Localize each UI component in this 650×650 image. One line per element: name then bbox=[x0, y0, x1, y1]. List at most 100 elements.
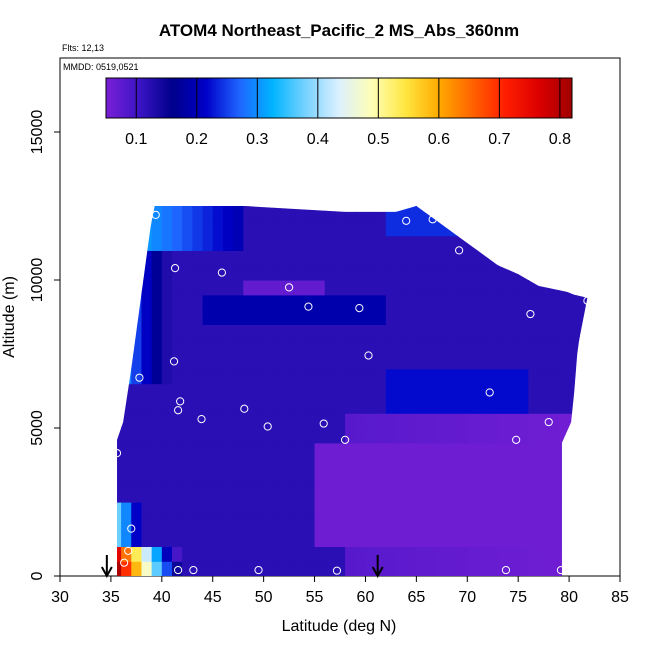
heatmap-cell bbox=[528, 531, 540, 547]
heatmap-cell bbox=[508, 457, 519, 473]
heatmap-cell bbox=[396, 487, 407, 503]
heatmap-cell bbox=[345, 457, 356, 473]
heatmap-cell bbox=[385, 309, 397, 325]
heatmap-cell bbox=[548, 206, 560, 222]
heatmap-cell bbox=[446, 368, 458, 385]
heatmap-cell bbox=[396, 442, 407, 459]
heatmap-cell bbox=[457, 220, 468, 237]
heatmap-cell bbox=[212, 428, 224, 444]
heatmap-cell bbox=[334, 250, 346, 266]
heatmap-cell bbox=[324, 442, 336, 459]
heatmap-cell bbox=[263, 339, 275, 355]
heatmap-cell bbox=[518, 265, 529, 281]
heatmap-cell bbox=[569, 413, 580, 429]
heatmap-cell bbox=[375, 206, 387, 207]
heatmap-cell bbox=[141, 294, 153, 311]
heatmap-cell bbox=[243, 309, 255, 325]
heatmap-cell bbox=[436, 472, 448, 488]
heatmap-cell bbox=[487, 531, 499, 547]
heatmap-cell bbox=[426, 398, 438, 414]
heatmap-cell bbox=[436, 235, 448, 251]
heatmap-cell bbox=[202, 487, 214, 503]
heatmap-cell bbox=[212, 472, 224, 488]
heatmap-cell bbox=[334, 324, 346, 340]
heatmap-cell bbox=[131, 383, 143, 399]
heatmap-cell bbox=[284, 339, 295, 355]
heatmap-cell bbox=[222, 442, 234, 459]
heatmap-cell bbox=[446, 235, 458, 251]
heatmap-cell bbox=[117, 235, 122, 251]
heatmap-cell bbox=[589, 354, 600, 369]
heatmap-cell bbox=[243, 487, 255, 503]
sample-point bbox=[319, 419, 328, 428]
heatmap-cell bbox=[212, 413, 224, 429]
heatmap-cell bbox=[375, 428, 387, 444]
heatmap-cell bbox=[477, 383, 489, 399]
heatmap-cell bbox=[284, 531, 295, 547]
heatmap-cell bbox=[151, 413, 163, 429]
heatmap-cell bbox=[212, 502, 224, 518]
heatmap-cell bbox=[121, 531, 132, 547]
heatmap-cell bbox=[457, 561, 468, 576]
heatmap-cell bbox=[131, 354, 143, 370]
heatmap-cell bbox=[406, 472, 417, 488]
heatmap-cell bbox=[396, 516, 407, 533]
heatmap-cell bbox=[538, 457, 550, 473]
heatmap-cell bbox=[477, 235, 489, 251]
heatmap-cell bbox=[569, 206, 580, 207]
heatmap-cell bbox=[192, 561, 204, 576]
down-arrow-icon bbox=[100, 555, 113, 579]
heatmap-cell bbox=[518, 324, 529, 340]
heatmap-cell bbox=[385, 368, 397, 385]
heatmap-cell bbox=[324, 531, 336, 547]
heatmap-cell bbox=[538, 472, 550, 488]
heatmap-cell bbox=[294, 220, 305, 237]
heatmap-cell bbox=[467, 250, 479, 266]
heatmap-cell bbox=[528, 354, 540, 370]
heatmap-cell bbox=[253, 354, 265, 370]
heatmap-cell bbox=[538, 413, 550, 429]
heatmap-cell bbox=[263, 442, 275, 459]
heatmap-cell bbox=[141, 442, 153, 459]
heatmap-cell bbox=[528, 265, 540, 281]
heatmap-cell bbox=[375, 235, 387, 251]
heatmap-cell bbox=[528, 250, 540, 266]
heatmap-cell bbox=[569, 294, 580, 311]
heatmap-cell bbox=[589, 413, 600, 428]
heatmap-cell bbox=[508, 324, 519, 340]
heatmap-cell bbox=[416, 561, 428, 576]
heatmap-cell bbox=[467, 561, 479, 576]
heatmap-cell bbox=[497, 487, 509, 503]
heatmap-cell bbox=[385, 413, 397, 429]
heatmap-cell bbox=[416, 294, 428, 311]
x-tick-label: 45 bbox=[204, 589, 222, 606]
heatmap-cell bbox=[375, 354, 387, 370]
heatmap-cell bbox=[365, 546, 377, 562]
heatmap-cell bbox=[375, 309, 387, 325]
heatmap-cell bbox=[121, 250, 132, 266]
heatmap-cell bbox=[436, 531, 448, 547]
heatmap-cell bbox=[161, 206, 173, 222]
heatmap-cell bbox=[589, 443, 600, 458]
heatmap-cell bbox=[426, 354, 438, 370]
heatmap-cell bbox=[385, 383, 397, 399]
heatmap-cell bbox=[497, 413, 509, 429]
heatmap-cell bbox=[385, 294, 397, 311]
heatmap-cell bbox=[182, 265, 193, 281]
heatmap-cell bbox=[222, 561, 234, 576]
heatmap-cell bbox=[436, 502, 448, 518]
heatmap-cell bbox=[487, 206, 499, 222]
heatmap-cell bbox=[334, 265, 346, 281]
heatmap-cell bbox=[548, 220, 560, 237]
heatmap-cell bbox=[243, 368, 255, 385]
heatmap-cell bbox=[416, 324, 428, 340]
heatmap-cell bbox=[117, 383, 122, 399]
heatmap-cell bbox=[172, 413, 183, 429]
heatmap-cell bbox=[487, 487, 499, 503]
heatmap-cell bbox=[304, 206, 316, 222]
heatmap-cell bbox=[487, 472, 499, 488]
heatmap-cell bbox=[446, 339, 458, 355]
heatmap-cell bbox=[161, 265, 173, 281]
heatmap-cell bbox=[467, 235, 479, 251]
heatmap-cell bbox=[253, 398, 265, 414]
